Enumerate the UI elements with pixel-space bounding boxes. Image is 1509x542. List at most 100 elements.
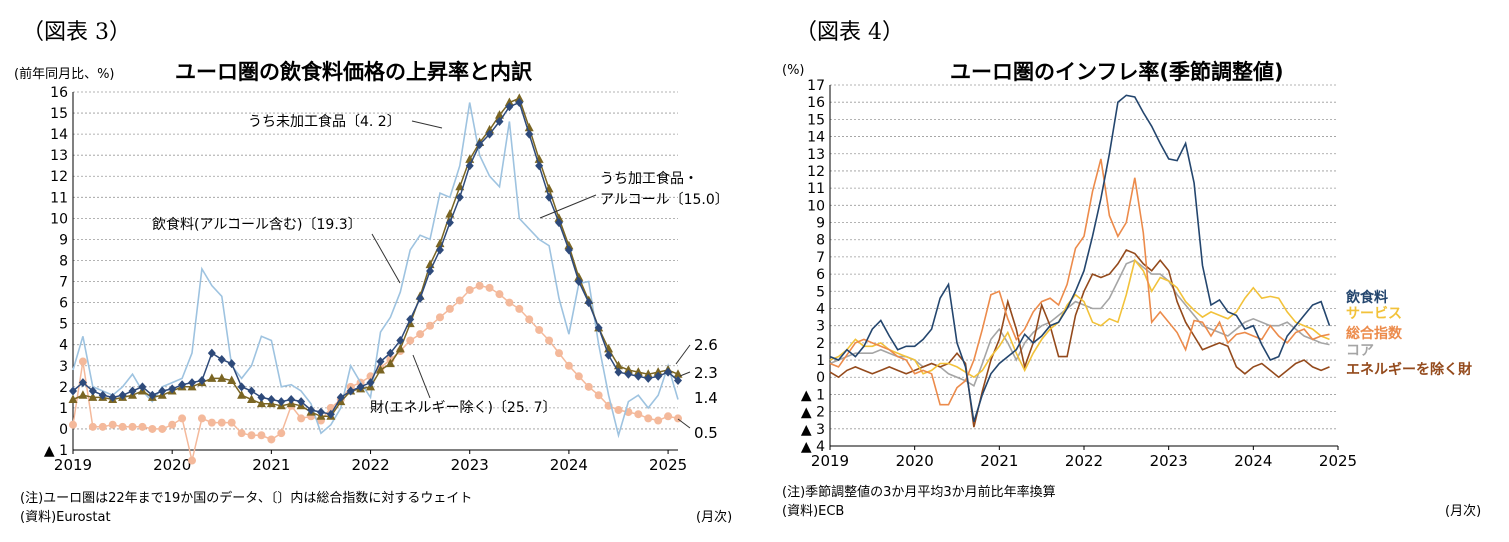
data-point-circle	[475, 281, 484, 290]
data-point-diamond	[207, 348, 216, 358]
y-tick-label: 17	[807, 78, 825, 94]
x-axis-unit: (月次)	[1445, 504, 1482, 519]
x-tick-label: 2019	[54, 456, 92, 474]
y-axis-unit: (%)	[782, 63, 805, 78]
data-point-circle	[634, 410, 643, 419]
y-tick-label: 6	[59, 296, 68, 312]
data-point-diamond	[118, 390, 127, 400]
data-point-circle	[257, 431, 266, 440]
end-value-label: 0.5	[694, 424, 718, 442]
data-point-circle	[148, 424, 157, 433]
y-tick-label: 11	[807, 181, 825, 197]
data-point-diamond	[277, 397, 286, 407]
data-point-circle	[495, 290, 504, 299]
data-point-diamond	[88, 386, 97, 396]
data-point-circle	[297, 414, 306, 423]
data-point-diamond	[267, 394, 276, 404]
y-tick-label: ▲ 2	[801, 405, 825, 421]
data-point-circle	[158, 424, 167, 433]
y-tick-label: 0	[59, 422, 68, 438]
x-axis-unit: (月次)	[696, 510, 733, 525]
data-point-triangle	[514, 93, 524, 102]
y-tick-label: 10	[50, 211, 68, 227]
y-tick-label: 8	[59, 253, 68, 269]
y-tick-label: ▲ 1	[44, 443, 68, 459]
data-point-triangle	[227, 375, 237, 385]
data-point-diamond	[307, 405, 316, 415]
x-tick-label: 2020	[896, 452, 934, 470]
y-tick-label: 4	[59, 338, 68, 354]
annotation-label: うち加工食品・	[600, 170, 698, 187]
data-point-triangle	[78, 390, 88, 399]
data-point-circle	[128, 422, 137, 431]
x-tick-label: 2021	[980, 452, 1018, 470]
y-tick-label: 13	[50, 148, 68, 164]
data-point-circle	[98, 422, 107, 431]
y-tick-label: 13	[807, 147, 825, 163]
series-line-2	[829, 158, 1330, 406]
data-point-circle	[485, 283, 494, 292]
data-point-diamond	[495, 116, 504, 126]
data-point-circle	[217, 418, 226, 427]
data-point-circle	[515, 304, 524, 313]
y-axis-unit: (前年同月比、%)	[14, 67, 115, 82]
data-point-diamond	[158, 386, 167, 396]
end-value-label: 1.4	[694, 389, 718, 407]
data-point-triangle	[633, 367, 643, 376]
y-tick-label: 10	[807, 198, 825, 214]
data-point-triangle	[256, 398, 266, 408]
y-tick-label: 0	[816, 370, 825, 386]
data-point-diamond	[644, 373, 653, 383]
annotation-arrow	[411, 120, 443, 129]
data-point-diamond	[287, 394, 296, 404]
annotation-label: 財(エネルギー除く)〔25. 7〕	[370, 400, 557, 416]
data-point-circle	[118, 422, 127, 431]
data-point-diamond	[624, 369, 633, 379]
data-point-circle	[664, 412, 673, 421]
data-point-diamond	[386, 348, 395, 358]
data-point-circle	[445, 304, 454, 313]
chart-title: ユーロ圏のインフレ率(季節調整値)	[950, 60, 1284, 84]
data-point-circle	[108, 420, 117, 429]
data-point-diamond	[217, 354, 226, 364]
data-point-triangle	[217, 373, 227, 382]
y-tick-label: ▲ 1	[801, 387, 825, 403]
data-point-circle	[654, 416, 663, 425]
data-point-circle	[574, 372, 583, 381]
data-point-circle	[267, 435, 276, 444]
data-point-diamond	[188, 378, 197, 388]
x-tick-label: 2019	[811, 452, 849, 470]
data-point-triangle	[643, 369, 653, 378]
annotation-label: アルコール〔15.0〕	[600, 192, 729, 208]
chart-note: (注)ユーロ圏は22年まで19か国のデータ、〔〕内は総合指数に対するウェイト	[20, 491, 473, 506]
y-tick-label: 2	[59, 380, 68, 396]
y-tick-label: 15	[50, 106, 68, 122]
chart-panel-inflation: （図表 4） ユーロ圏のインフレ率(季節調整値) (%) ▲ 4 ▲ 3 ▲ 2 ▲ …	[760, 0, 1509, 542]
data-point-triangle	[653, 367, 663, 376]
legend-label: コア	[1346, 343, 1374, 359]
data-point-circle	[545, 336, 554, 345]
y-tick-label: 9	[59, 232, 68, 248]
data-point-diamond	[654, 371, 663, 381]
y-tick-label: ▲ 3	[801, 422, 825, 438]
y-tick-label: 5	[59, 317, 68, 333]
annotation-label: 飲食料(アルコール含む)〔19.3〕	[152, 216, 362, 233]
data-point-diamond	[257, 392, 266, 402]
data-point-diamond	[346, 386, 355, 396]
end-label-leader	[679, 371, 691, 377]
data-point-diamond	[366, 378, 375, 388]
data-point-diamond	[297, 397, 306, 407]
data-point-diamond	[247, 386, 256, 396]
data-point-diamond	[515, 98, 524, 108]
chart-source: (資料)Eurostat	[20, 510, 111, 525]
data-point-circle	[178, 414, 187, 423]
x-tick-label: 2023	[451, 456, 489, 474]
data-point-triangle	[554, 213, 564, 222]
annotation-arrow	[539, 194, 597, 219]
data-point-diamond	[356, 382, 365, 392]
data-point-diamond	[316, 407, 325, 417]
end-value-label: 2.3	[694, 364, 718, 382]
legend-label: 総合指数	[1346, 325, 1403, 342]
data-point-triangle	[623, 364, 633, 374]
